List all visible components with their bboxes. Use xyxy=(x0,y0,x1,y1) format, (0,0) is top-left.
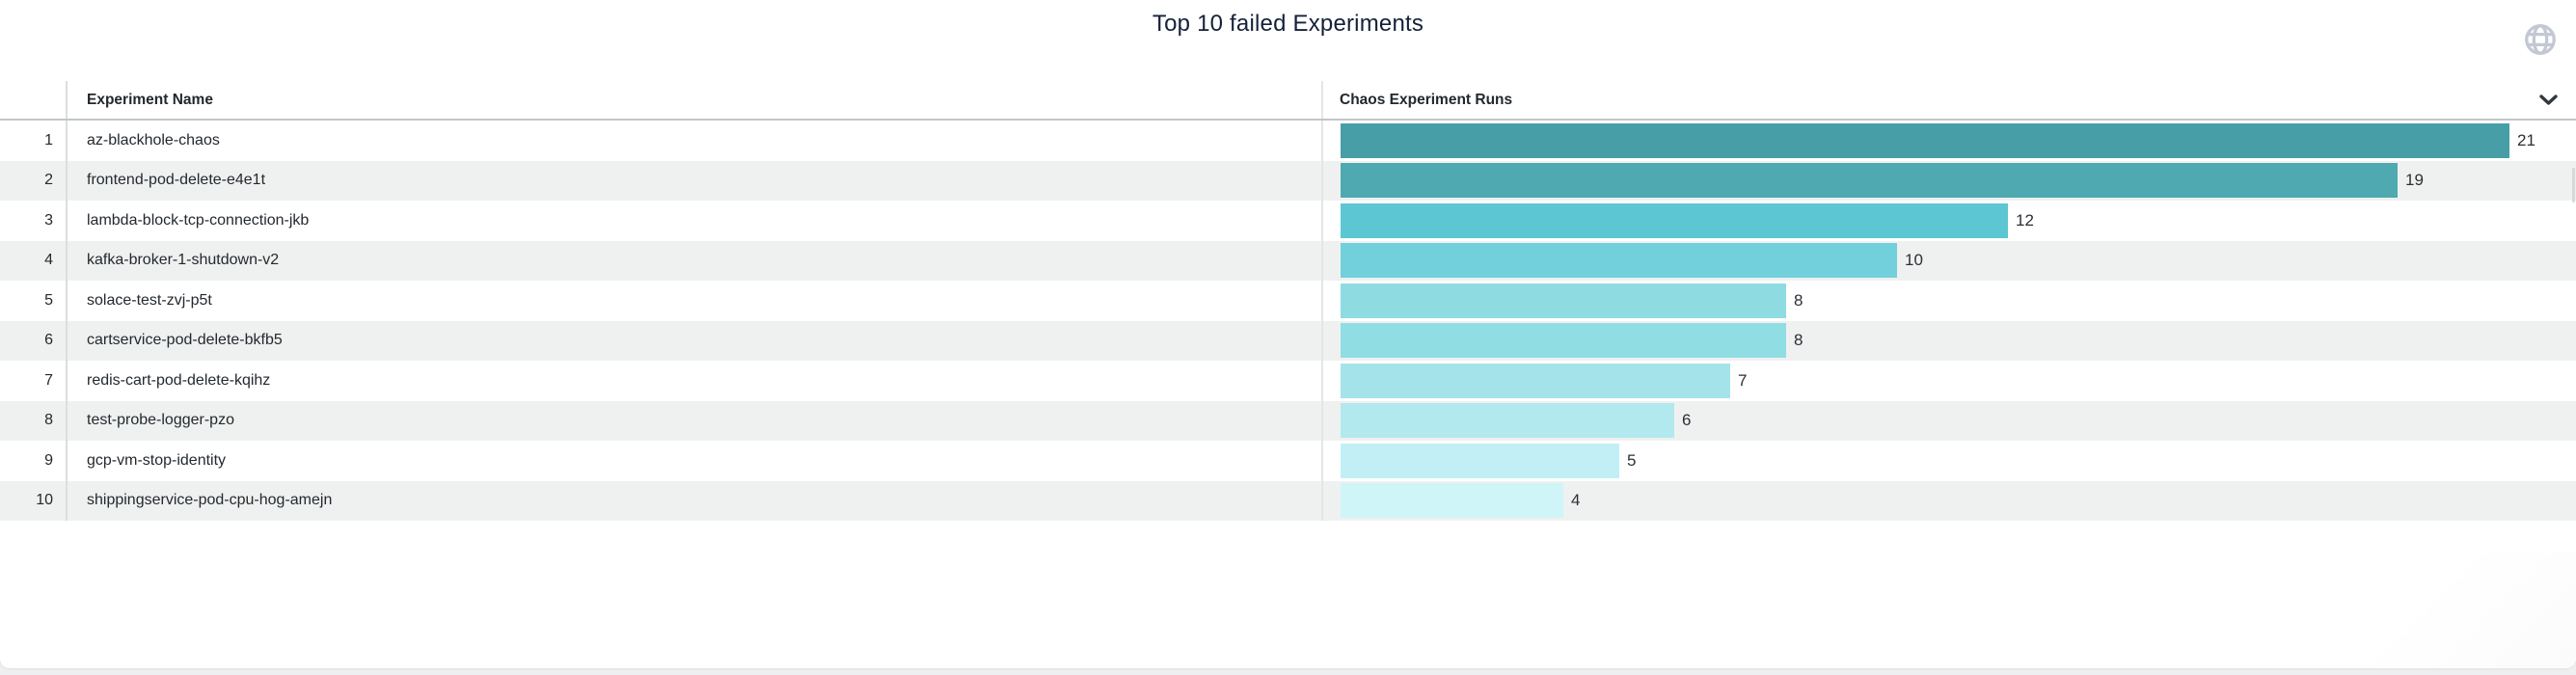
run-bar xyxy=(1341,443,1619,478)
run-value: 6 xyxy=(1682,411,1692,430)
experiment-name-column-header: Experiment Name xyxy=(68,81,1323,119)
row-experiment-name: lambda-block-tcp-connection-jkb xyxy=(68,201,1323,241)
table-row[interactable]: 6 cartservice-pod-delete-bkfb5 8 xyxy=(0,320,2576,362)
row-experiment-name: frontend-pod-delete-e4e1t xyxy=(68,160,1323,201)
row-experiment-name: solace-test-zvj-p5t xyxy=(68,281,1323,321)
run-value: 8 xyxy=(1794,331,1803,350)
row-bar-cell: 7 xyxy=(1323,361,2576,401)
scrollbar-thumb[interactable] xyxy=(2572,168,2575,202)
row-rank: 2 xyxy=(0,160,68,201)
table-row[interactable]: 1 az-blackhole-chaos 21 xyxy=(0,121,2576,161)
page-title: Top 10 failed Experiments xyxy=(1152,11,1424,37)
row-bar-cell: 21 xyxy=(1323,121,2576,161)
run-bar xyxy=(1341,163,2398,199)
table-header-row: Experiment Name Chaos Experiment Runs xyxy=(0,81,2576,121)
row-bar-cell: 10 xyxy=(1323,241,2576,282)
row-bar-cell: 4 xyxy=(1323,481,2576,522)
chaos-runs-column-header-label: Chaos Experiment Runs xyxy=(1340,91,1513,108)
run-value: 5 xyxy=(1627,450,1637,470)
row-experiment-name: az-blackhole-chaos xyxy=(68,121,1323,161)
row-rank: 1 xyxy=(0,121,68,161)
run-value: 8 xyxy=(1794,290,1803,310)
row-experiment-name: kafka-broker-1-shutdown-v2 xyxy=(68,240,1323,281)
chevron-down-icon[interactable] xyxy=(2534,81,2562,119)
row-bar-cell: 19 xyxy=(1323,161,2576,202)
row-rank: 6 xyxy=(0,320,68,361)
run-bar xyxy=(1341,483,1563,519)
run-value: 21 xyxy=(2517,130,2535,149)
run-bar xyxy=(1341,403,1674,439)
top-failed-experiments-table: Experiment Name Chaos Experiment Runs 1 … xyxy=(0,81,2576,521)
run-value: 12 xyxy=(2016,210,2034,230)
run-value: 19 xyxy=(2405,171,2424,190)
run-value: 10 xyxy=(1905,251,1923,270)
globe-icon[interactable] xyxy=(2521,20,2560,59)
globe-icon-glyph xyxy=(2525,24,2556,55)
run-value: 7 xyxy=(1738,370,1748,390)
table-row[interactable]: 5 solace-test-zvj-p5t 8 xyxy=(0,281,2576,321)
row-experiment-name: redis-cart-pod-delete-kqihz xyxy=(68,361,1323,401)
row-bar-cell: 8 xyxy=(1323,321,2576,362)
row-experiment-name: test-probe-logger-pzo xyxy=(68,400,1323,441)
chaos-runs-column-header: Chaos Experiment Runs xyxy=(1323,81,2576,119)
run-bar xyxy=(1341,323,1786,359)
chevron-down-icon-glyph xyxy=(2538,94,2558,105)
run-bar xyxy=(1341,363,1730,398)
title-bar: Top 10 failed Experiments xyxy=(0,0,2576,81)
table-row[interactable]: 2 frontend-pod-delete-e4e1t 19 xyxy=(0,160,2576,202)
row-experiment-name: gcp-vm-stop-identity xyxy=(68,441,1323,481)
row-rank: 10 xyxy=(0,480,68,521)
table-row[interactable]: 3 lambda-block-tcp-connection-jkb 12 xyxy=(0,201,2576,241)
row-rank: 7 xyxy=(0,361,68,401)
row-rank: 4 xyxy=(0,240,68,281)
row-bar-cell: 8 xyxy=(1323,281,2576,321)
table-row[interactable]: 9 gcp-vm-stop-identity 5 xyxy=(0,441,2576,481)
table-row[interactable]: 4 kafka-broker-1-shutdown-v2 10 xyxy=(0,240,2576,282)
table-row[interactable]: 10 shippingservice-pod-cpu-hog-amejn 4 xyxy=(0,480,2576,522)
table-row[interactable]: 7 redis-cart-pod-delete-kqihz 7 xyxy=(0,361,2576,401)
row-bar-cell: 6 xyxy=(1323,401,2576,442)
rank-column-header xyxy=(0,81,68,119)
row-rank: 5 xyxy=(0,281,68,321)
row-rank: 9 xyxy=(0,441,68,481)
run-bar xyxy=(1341,283,1786,318)
row-experiment-name: shippingservice-pod-cpu-hog-amejn xyxy=(68,480,1323,521)
row-experiment-name: cartservice-pod-delete-bkfb5 xyxy=(68,320,1323,361)
table-row[interactable]: 8 test-probe-logger-pzo 6 xyxy=(0,400,2576,442)
run-bar xyxy=(1341,243,1897,279)
row-rank: 8 xyxy=(0,400,68,441)
run-bar xyxy=(1341,202,2008,238)
run-bar xyxy=(1341,122,2509,158)
row-bar-cell: 12 xyxy=(1323,201,2576,241)
run-value: 4 xyxy=(1571,491,1581,510)
table-body: 1 az-blackhole-chaos 21 2 frontend-pod-d… xyxy=(0,121,2576,521)
row-bar-cell: 5 xyxy=(1323,441,2576,481)
row-rank: 3 xyxy=(0,201,68,241)
